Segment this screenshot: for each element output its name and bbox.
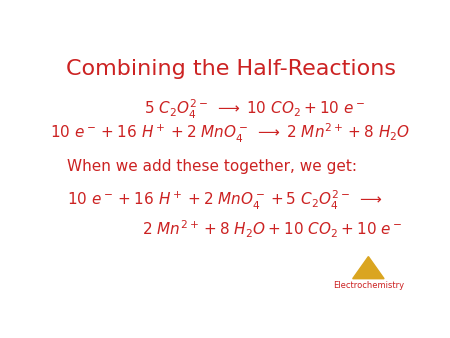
Text: Electrochemistry: Electrochemistry [333,281,404,290]
Text: $5\ C_2O_4^{2-}\;\longrightarrow\;10\ CO_2 + 10\ e^-$: $5\ C_2O_4^{2-}\;\longrightarrow\;10\ CO… [144,98,366,121]
Text: Combining the Half-Reactions: Combining the Half-Reactions [66,59,396,79]
Text: $10\ e^- + 16\ H^+ + 2\ MnO_4^- + 5\ C_2O_4^{2-}\;\longrightarrow$: $10\ e^- + 16\ H^+ + 2\ MnO_4^- + 5\ C_2… [67,189,382,212]
Text: $2\ Mn^{2+} + 8\ H_2O + 10\ CO_2 +10\ e^-$: $2\ Mn^{2+} + 8\ H_2O + 10\ CO_2 +10\ e^… [142,219,403,240]
Polygon shape [353,257,384,279]
Text: When we add these together, we get:: When we add these together, we get: [67,159,357,174]
Text: $10\ e^- + 16\ H^+ + 2\ MnO_4^-\;\longrightarrow\;2\ Mn^{2+} + 8\ H_2O$: $10\ e^- + 16\ H^+ + 2\ MnO_4^-\;\longri… [50,121,411,145]
